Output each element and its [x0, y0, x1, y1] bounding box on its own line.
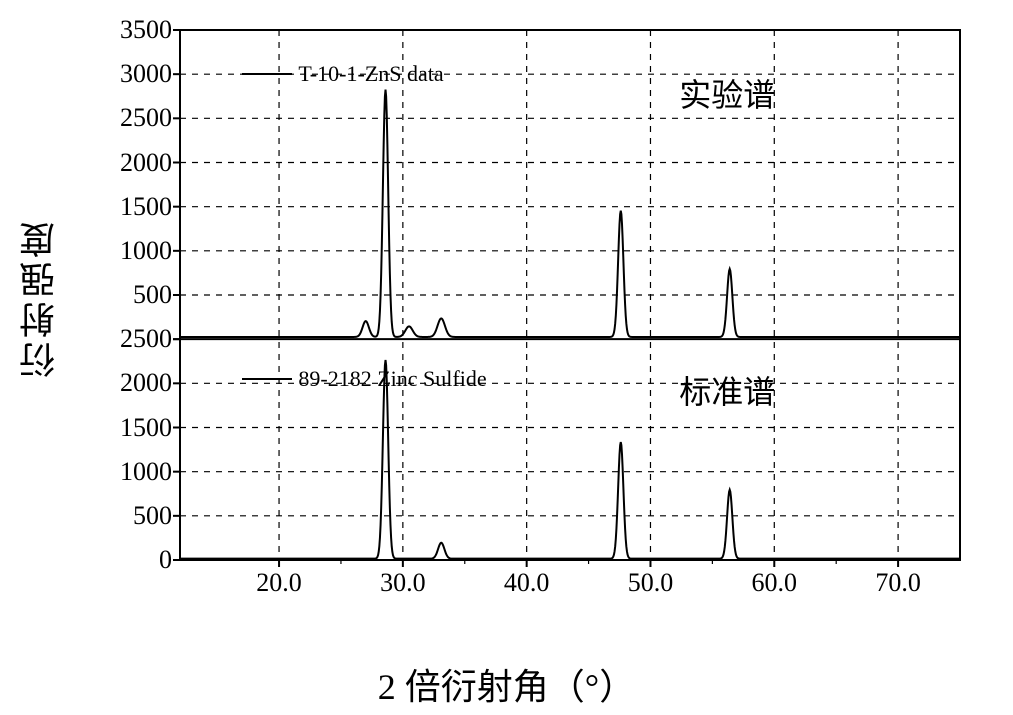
legend-label: 89-2182 Zinc Sulfide — [298, 366, 486, 392]
legend-top: T-10-1-ZnS data — [242, 61, 443, 87]
legend-swatch — [242, 73, 292, 75]
x-axis-label: 2 倍衍射角（°） — [0, 658, 1013, 710]
y-tick-label: 500 — [133, 280, 172, 310]
legend-bottom: 89-2182 Zinc Sulfide — [242, 366, 486, 392]
x-tick-label: 60.0 — [752, 568, 798, 598]
annotation-top: 实验谱 — [679, 70, 775, 116]
y-tick-label: 2500 — [120, 324, 172, 354]
y-tick-label: 2000 — [120, 368, 172, 398]
y-tick-label: 2000 — [120, 148, 172, 178]
x-axis-label-text: 2 倍衍射角（°） — [378, 667, 635, 707]
x-tick-label: 40.0 — [504, 568, 550, 598]
legend-label: T-10-1-ZnS data — [298, 61, 443, 87]
x-tick-label: 70.0 — [875, 568, 921, 598]
y-axis-label-text: 衍射强度 — [14, 218, 66, 378]
legend-swatch — [242, 378, 292, 380]
y-tick-label: 1500 — [120, 413, 172, 443]
x-tick-label: 20.0 — [256, 568, 302, 598]
x-tick-label: 30.0 — [380, 568, 426, 598]
plot-svg — [180, 30, 960, 560]
annotation-bottom: 标准谱 — [679, 367, 775, 413]
y-tick-label: 500 — [133, 501, 172, 531]
plot-area: 20.030.040.050.060.070.05001000150020002… — [180, 30, 960, 560]
x-tick-label: 50.0 — [628, 568, 674, 598]
xrd-figure: 衍射强度 2 倍衍射角（°） 20.030.040.050.060.070.05… — [0, 0, 1013, 715]
y-axis-label: 衍射强度 — [10, 0, 70, 595]
y-tick-label: 1000 — [120, 236, 172, 266]
y-tick-label: 3500 — [120, 15, 172, 45]
y-tick-label: 0 — [159, 545, 172, 575]
y-tick-label: 1000 — [120, 457, 172, 487]
top-trace — [180, 90, 960, 337]
y-tick-label: 2500 — [120, 103, 172, 133]
y-tick-label: 1500 — [120, 192, 172, 222]
y-tick-label: 3000 — [120, 59, 172, 89]
